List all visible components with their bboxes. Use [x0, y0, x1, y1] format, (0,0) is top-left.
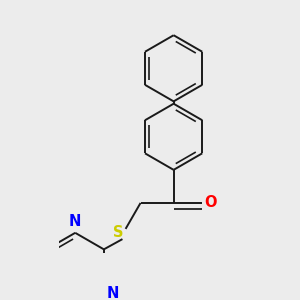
- Text: N: N: [69, 214, 81, 229]
- Text: O: O: [204, 195, 217, 210]
- Text: S: S: [113, 225, 124, 240]
- Text: N: N: [106, 286, 118, 300]
